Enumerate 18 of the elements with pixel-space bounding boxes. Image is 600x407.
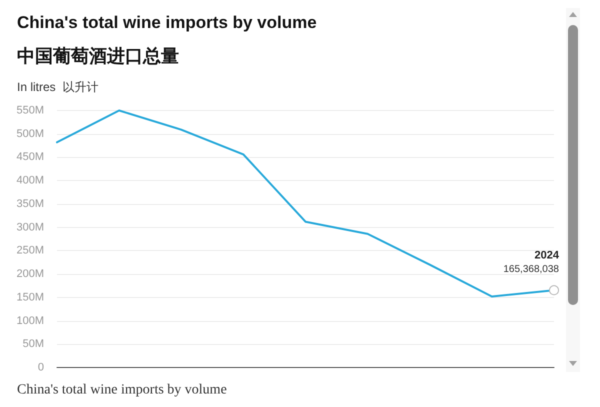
- y-tick-label: 400M: [16, 174, 44, 187]
- text: China's total wine imports by volume: [17, 382, 227, 398]
- y-tick-label: 550M: [16, 104, 44, 116]
- y-tick-label: 450M: [16, 151, 44, 164]
- y-tick-label: 50M: [22, 338, 44, 350]
- chart-subtitle: 中国葡萄酒进口总量: [17, 46, 179, 66]
- y-tick-label: 250M: [16, 244, 44, 257]
- y-tick-label: 300M: [16, 221, 44, 234]
- y-tick-label: 350M: [16, 198, 44, 210]
- y-tick-label: 100M: [16, 314, 44, 327]
- y-tick-label: 0: [38, 362, 44, 374]
- annotation: 2024: [534, 250, 560, 262]
- y-tick-label: 200M: [16, 268, 44, 280]
- chart-title: China's total wine imports by volume: [17, 13, 317, 32]
- y-tick-label: 150M: [16, 291, 44, 304]
- y-axis-title: In litres 以升计: [17, 80, 98, 94]
- data-label: 165,368,038: [503, 264, 560, 276]
- y-tick-label: 500M: [16, 128, 44, 140]
